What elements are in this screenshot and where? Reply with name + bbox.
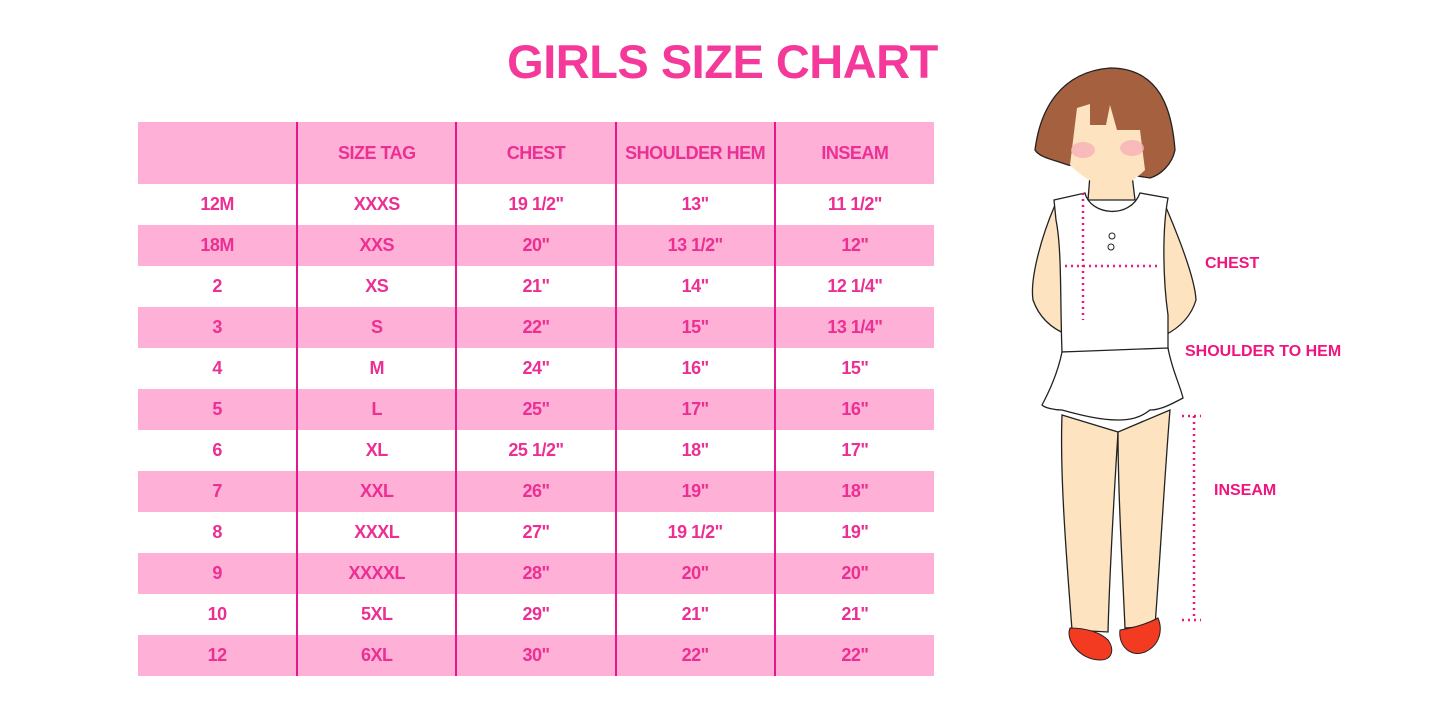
- table-cell: 20": [773, 553, 934, 594]
- table-cell: 19": [773, 512, 934, 553]
- table-cell: 18": [614, 430, 775, 471]
- table-cell: 17": [614, 389, 775, 430]
- table-cell: 14": [614, 266, 775, 307]
- table-cell: XXXS: [296, 184, 457, 225]
- column-header: INSEAM: [773, 122, 934, 184]
- table-cell: 25": [455, 389, 616, 430]
- table-cell: XL: [296, 430, 457, 471]
- table-cell: S: [296, 307, 457, 348]
- column-header: SHOULDER HEM: [614, 122, 775, 184]
- table-cell: 7: [138, 471, 298, 512]
- table-cell: 16": [773, 389, 934, 430]
- table-cell: 11 1/2": [773, 184, 934, 225]
- table-cell: XXXXL: [296, 553, 457, 594]
- table-cell: 22": [455, 307, 616, 348]
- title-text: GIRLS SIZE CHART: [507, 35, 938, 88]
- table-cell: 6: [212, 440, 222, 460]
- table-cell: 21": [455, 266, 616, 307]
- table-cell: 4: [212, 358, 222, 378]
- table-cell: M: [296, 348, 457, 389]
- table-cell: 9: [138, 553, 298, 594]
- table-cell: 13 1/2": [614, 225, 775, 266]
- table-cell: 18M: [138, 225, 298, 266]
- table-row: 12M XXXS 19 1/2" 13" 11 1/2": [138, 184, 934, 225]
- table-cell: XXXL: [296, 512, 457, 553]
- column-header: [138, 122, 298, 184]
- table-cell: 15": [614, 307, 775, 348]
- table-cell: 25 1/2": [455, 430, 616, 471]
- table-cell: 12: [138, 635, 298, 676]
- table-cell: 29": [455, 594, 616, 635]
- table-cell: 12M: [200, 194, 234, 214]
- inseam-label: INSEAM: [1214, 482, 1277, 499]
- table-cell: 26": [455, 471, 616, 512]
- table-row: 12 6XL 30" 22" 22": [138, 635, 934, 676]
- table-cell: 13": [614, 184, 775, 225]
- table-cell: 19 1/2": [455, 184, 616, 225]
- column-header: CHEST: [455, 122, 616, 184]
- table-cell: 6XL: [296, 635, 457, 676]
- table-cell: 22": [773, 635, 934, 676]
- table-cell: 30": [455, 635, 616, 676]
- table-cell: 5XL: [296, 594, 457, 635]
- column-header: SIZE TAG: [296, 122, 457, 184]
- table-row: 2 XS 21" 14" 12 1/4": [138, 266, 934, 307]
- table-cell: 21": [773, 594, 934, 635]
- table-row: 4 M 24" 16" 15": [138, 348, 934, 389]
- table-cell: 19": [614, 471, 775, 512]
- table-cell: XS: [296, 266, 457, 307]
- page-title: GIRLS SIZE CHART: [0, 34, 1445, 89]
- table-cell: 24": [455, 348, 616, 389]
- table-row: 6 XL 25 1/2" 18" 17": [138, 430, 934, 471]
- table-cell: 3: [138, 307, 298, 348]
- table-row: 10 5XL 29" 21" 21": [138, 594, 934, 635]
- table-row: 7 XXL 26" 19" 18": [138, 471, 934, 512]
- table-cell: 16": [614, 348, 775, 389]
- table-row: 5 L 25" 17" 16": [138, 389, 934, 430]
- table-cell: 19 1/2": [614, 512, 775, 553]
- table-cell: 8: [212, 522, 222, 542]
- table-cell: 13 1/4": [773, 307, 934, 348]
- table-cell: L: [296, 389, 457, 430]
- table-cell: 17": [773, 430, 934, 471]
- table-cell: 5: [138, 389, 298, 430]
- table-cell: 12": [773, 225, 934, 266]
- chest-label: CHEST: [1205, 255, 1260, 272]
- table-cell: 21": [614, 594, 775, 635]
- table-row: 3 S 22" 15" 13 1/4": [138, 307, 934, 348]
- table-cell: 20": [455, 225, 616, 266]
- table-row: 8 XXXL 27" 19 1/2" 19": [138, 512, 934, 553]
- table-cell: 2: [212, 276, 222, 296]
- table-row: 18M XXS 20" 13 1/2" 12": [138, 225, 934, 266]
- table-cell: XXL: [296, 471, 457, 512]
- table-cell: 10: [207, 604, 228, 624]
- header-row: SIZE TAG CHEST SHOULDER HEM INSEAM: [138, 122, 934, 184]
- size-table: SIZE TAG CHEST SHOULDER HEM INSEAM 12M XXXS 1…: [138, 122, 934, 676]
- shoulder-to-hem-label: SHOULDER TO HEM: [1185, 343, 1342, 360]
- table-cell: 20": [614, 553, 775, 594]
- table-cell: 18": [773, 471, 934, 512]
- table-cell: 28": [455, 553, 616, 594]
- table-cell: 15": [773, 348, 934, 389]
- table-cell: XXS: [296, 225, 457, 266]
- table-cell: 27": [455, 512, 616, 553]
- table-cell: 12 1/4": [773, 266, 934, 307]
- table-cell: 22": [614, 635, 775, 676]
- table-row: 9 XXXXL 28" 20" 20": [138, 553, 934, 594]
